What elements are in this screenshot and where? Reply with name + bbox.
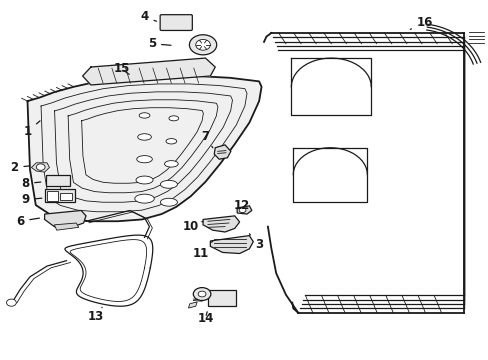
- Circle shape: [198, 291, 205, 297]
- Text: 6: 6: [16, 215, 40, 228]
- Ellipse shape: [164, 161, 178, 167]
- Text: 4: 4: [140, 10, 156, 23]
- Bar: [47, 192, 58, 201]
- Text: 12: 12: [233, 199, 250, 212]
- Bar: [207, 290, 236, 306]
- Polygon shape: [210, 235, 253, 253]
- Text: 5: 5: [147, 37, 171, 50]
- Ellipse shape: [168, 116, 178, 121]
- Polygon shape: [237, 206, 251, 214]
- Circle shape: [239, 208, 245, 213]
- Ellipse shape: [138, 134, 151, 140]
- Ellipse shape: [135, 194, 154, 203]
- Text: 9: 9: [21, 193, 42, 206]
- Ellipse shape: [137, 156, 152, 163]
- Ellipse shape: [160, 180, 177, 188]
- FancyBboxPatch shape: [160, 15, 192, 31]
- Circle shape: [189, 35, 216, 55]
- Circle shape: [36, 164, 45, 170]
- Polygon shape: [54, 223, 79, 230]
- Text: 3: 3: [249, 234, 263, 251]
- Text: 10: 10: [183, 220, 203, 233]
- Bar: [60, 193, 72, 200]
- Text: 2: 2: [10, 161, 30, 174]
- Bar: [45, 175, 70, 186]
- Polygon shape: [188, 302, 197, 308]
- Ellipse shape: [160, 198, 177, 206]
- Text: 14: 14: [197, 311, 213, 325]
- Polygon shape: [31, 163, 49, 172]
- Bar: [44, 189, 75, 202]
- Ellipse shape: [139, 113, 150, 118]
- Circle shape: [193, 288, 210, 301]
- Text: 8: 8: [21, 177, 41, 190]
- Circle shape: [6, 299, 16, 306]
- Ellipse shape: [136, 176, 153, 184]
- Text: 11: 11: [192, 241, 212, 260]
- Text: 15: 15: [113, 62, 129, 75]
- Text: 1: 1: [23, 121, 40, 138]
- Polygon shape: [82, 58, 215, 85]
- Polygon shape: [203, 216, 239, 232]
- Circle shape: [195, 40, 210, 50]
- Text: 7: 7: [201, 130, 212, 148]
- Polygon shape: [27, 76, 261, 221]
- Polygon shape: [44, 211, 86, 227]
- Text: 13: 13: [87, 307, 103, 324]
- Text: 16: 16: [409, 16, 432, 30]
- Polygon shape: [214, 145, 230, 159]
- Ellipse shape: [165, 139, 176, 144]
